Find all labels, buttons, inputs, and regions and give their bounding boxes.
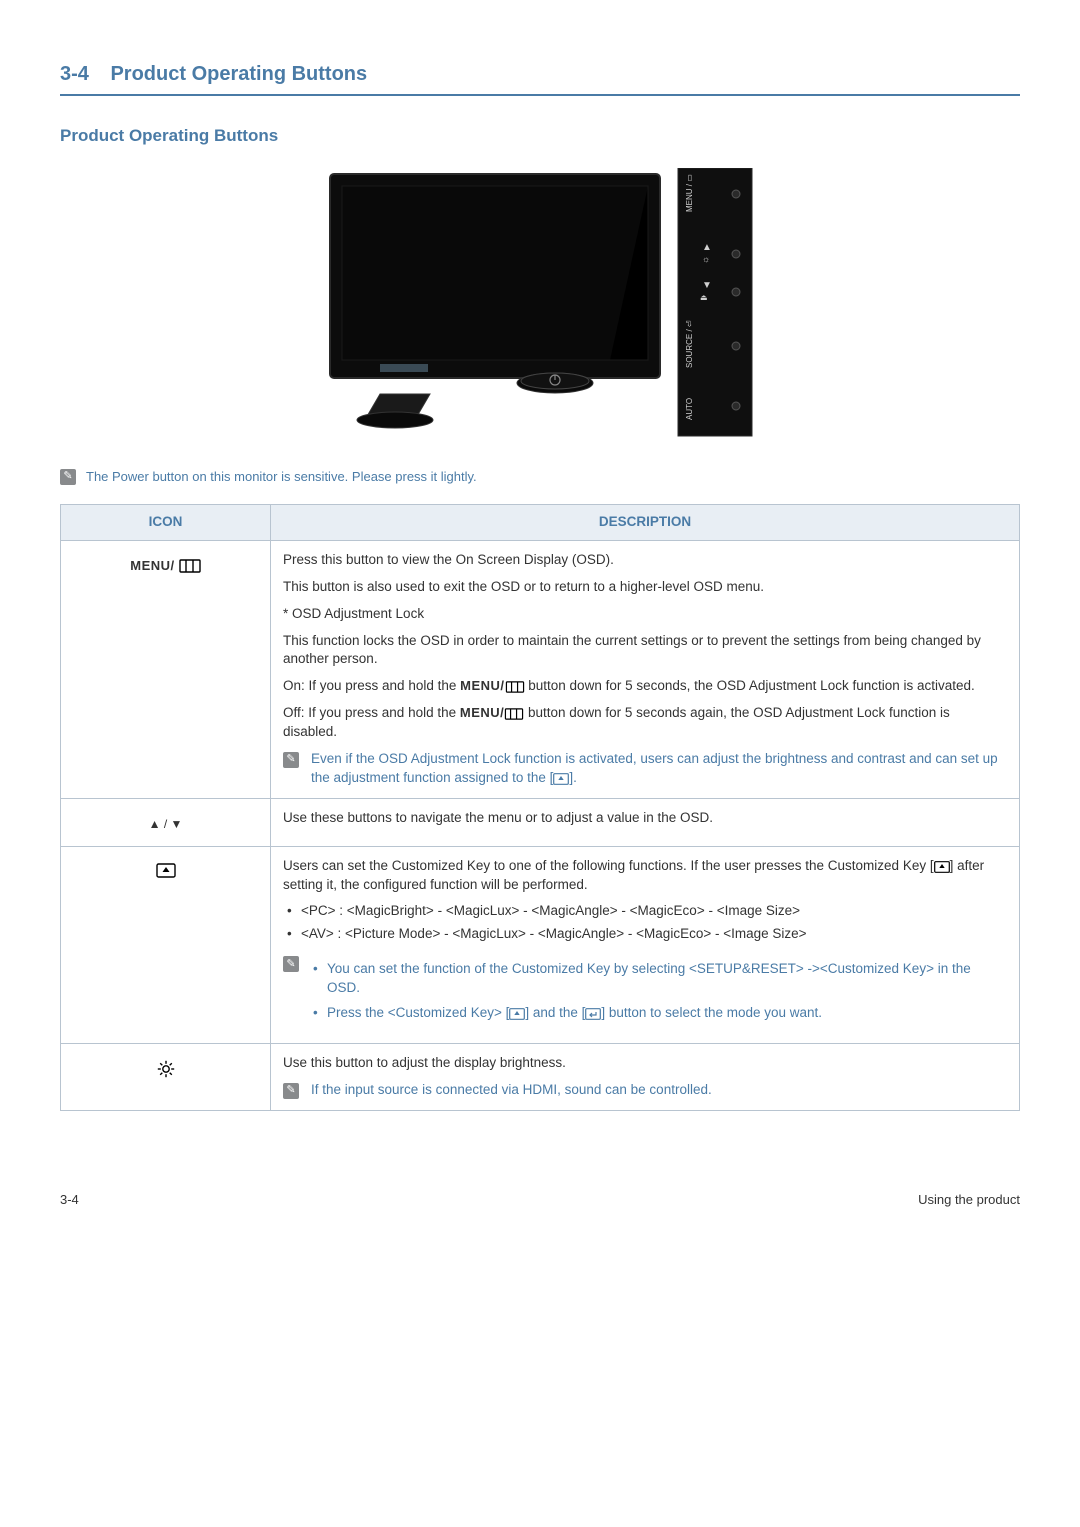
footer-left: 3-4 xyxy=(60,1191,79,1209)
list-item: You can set the function of the Customiz… xyxy=(311,960,1007,998)
monitor-figure: MENU / ▭ ▲ ☼ ▼ ⏏ SOURCE / ⏎ AUTO xyxy=(60,168,1020,438)
list-item: Press the <Customized Key> [] and the []… xyxy=(311,1004,1007,1023)
up-down-icon: ▲ / ▼ xyxy=(149,817,183,831)
brightness-icon xyxy=(157,1060,175,1078)
icon-cell-updown: ▲ / ▼ xyxy=(61,798,271,846)
row2-p1: Use these buttons to navigate the menu o… xyxy=(283,809,1007,828)
svg-text:⏏: ⏏ xyxy=(700,293,708,302)
desc-cell: Users can set the Customized Key to one … xyxy=(271,846,1020,1043)
svg-text:AUTO: AUTO xyxy=(685,398,694,420)
table-row: Users can set the Customized Key to one … xyxy=(61,846,1020,1043)
svg-text:▼: ▼ xyxy=(702,280,712,291)
power-note-text: The Power button on this monitor is sens… xyxy=(86,468,477,486)
note-content: If the input source is connected via HDM… xyxy=(311,1081,1007,1100)
list-item: <PC> : <MagicBright> - <MagicLux> - <Mag… xyxy=(283,902,1007,921)
section-number: 3-4 xyxy=(60,63,89,85)
note-box: ✎ You can set the function of the Custom… xyxy=(283,954,1007,1033)
svg-text:▲: ▲ xyxy=(702,242,712,253)
row4-p1: Use this button to adjust the display br… xyxy=(283,1054,1007,1073)
icon-cell-menu: MENU/ xyxy=(61,540,271,798)
icon-description-table: ICON DESCRIPTION MENU/ Press this button… xyxy=(60,504,1020,1111)
note-content: Even if the OSD Adjustment Lock function… xyxy=(311,750,1007,788)
menu-icon: MENU/ xyxy=(460,705,524,720)
svg-text:MENU / ▭: MENU / ▭ xyxy=(685,174,694,212)
row1-p5: On: If you press and hold the MENU/ butt… xyxy=(283,677,1007,696)
svg-text:☼: ☼ xyxy=(702,254,710,264)
note-box: ✎ Even if the OSD Adjustment Lock functi… xyxy=(283,750,1007,788)
icon-cell-customkey xyxy=(61,846,271,1043)
icon-cell-brightness xyxy=(61,1043,271,1110)
list-item: <AV> : <Picture Mode> - <MagicLux> - <Ma… xyxy=(283,925,1007,944)
desc-cell: Use these buttons to navigate the menu o… xyxy=(271,798,1020,846)
note-icon: ✎ xyxy=(283,1083,299,1099)
row1-p2: This button is also used to exit the OSD… xyxy=(283,578,1007,597)
customkey-icon xyxy=(553,773,569,785)
section-header: 3-4 Product Operating Buttons xyxy=(60,60,1020,96)
note-icon: ✎ xyxy=(283,752,299,768)
row3-bullets: <PC> : <MagicBright> - <MagicLux> - <Mag… xyxy=(283,902,1007,944)
footer-right: Using the product xyxy=(918,1191,1020,1209)
svg-text:SOURCE / ⏎: SOURCE / ⏎ xyxy=(685,320,694,368)
customkey-icon xyxy=(934,861,950,873)
th-description: DESCRIPTION xyxy=(271,504,1020,540)
menu-icon: MENU/ xyxy=(130,558,201,573)
customkey-icon xyxy=(156,863,176,878)
table-row: ▲ / ▼ Use these buttons to navigate the … xyxy=(61,798,1020,846)
enter-icon xyxy=(585,1008,601,1020)
row1-p6: Off: If you press and hold the MENU/ but… xyxy=(283,704,1007,742)
customkey-icon xyxy=(509,1008,525,1020)
menu-icon: MENU/ xyxy=(460,678,524,693)
page-footer: 3-4 Using the product xyxy=(60,1191,1020,1209)
monitor-illustration: MENU / ▭ ▲ ☼ ▼ ⏏ SOURCE / ⏎ AUTO xyxy=(320,168,760,438)
section-title: Product Operating Buttons xyxy=(110,63,367,85)
note-content: You can set the function of the Customiz… xyxy=(311,954,1007,1033)
note-icon: ✎ xyxy=(283,956,299,972)
row3-p1: Users can set the Customized Key to one … xyxy=(283,857,1007,895)
row1-p1: Press this button to view the On Screen … xyxy=(283,551,1007,570)
note-icon: ✎ xyxy=(60,469,76,485)
row1-p3: * OSD Adjustment Lock xyxy=(283,605,1007,624)
th-icon: ICON xyxy=(61,504,271,540)
table-row: Use this button to adjust the display br… xyxy=(61,1043,1020,1110)
table-row: MENU/ Press this button to view the On S… xyxy=(61,540,1020,798)
subheading: Product Operating Buttons xyxy=(60,124,1020,148)
row1-p4: This function locks the OSD in order to … xyxy=(283,632,1007,670)
desc-cell: Press this button to view the On Screen … xyxy=(271,540,1020,798)
desc-cell: Use this button to adjust the display br… xyxy=(271,1043,1020,1110)
note-box: ✎ If the input source is connected via H… xyxy=(283,1081,1007,1100)
power-note: ✎ The Power button on this monitor is se… xyxy=(60,468,1020,486)
